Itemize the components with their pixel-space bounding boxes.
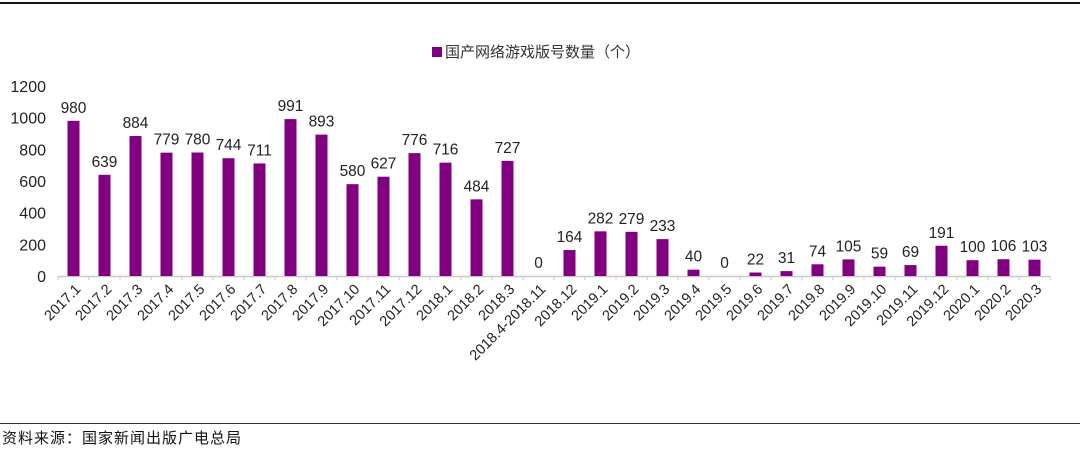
bar — [656, 239, 669, 276]
bar-value-label: 164 — [557, 229, 583, 246]
top-rule — [0, 2, 1080, 4]
bar — [439, 162, 452, 276]
bar — [129, 136, 142, 276]
bar-value-label: 727 — [495, 140, 521, 157]
y-tick-label: 1200 — [10, 79, 46, 96]
bar-value-label: 980 — [61, 100, 87, 117]
bar — [625, 231, 638, 276]
bar-value-label: 744 — [216, 137, 242, 154]
y-tick-label: 200 — [19, 237, 46, 254]
bar — [67, 120, 80, 276]
bar-value-label: 69 — [902, 244, 919, 261]
bar — [811, 264, 824, 276]
bar — [563, 250, 576, 276]
bar-value-label: 40 — [685, 249, 703, 266]
bar — [842, 259, 855, 276]
bar — [997, 259, 1010, 276]
y-tick-label: 0 — [37, 269, 46, 286]
bar-value-label: 233 — [650, 218, 676, 235]
bar-value-label: 580 — [340, 163, 366, 180]
bar-value-label: 780 — [185, 132, 211, 149]
bar-value-label: 779 — [154, 132, 180, 149]
bar — [222, 158, 235, 276]
bar-value-label: 74 — [809, 243, 827, 260]
bar-chart: 0200400600800100012009802017.16392017.28… — [10, 79, 1051, 364]
bar-value-label: 893 — [309, 114, 335, 131]
bar — [253, 163, 266, 276]
legend-label: 国产网络游戏版号数量（个） — [445, 43, 641, 61]
bar-value-label: 484 — [464, 178, 490, 195]
bar-value-label: 103 — [1022, 239, 1048, 256]
bar-value-label: 711 — [247, 142, 272, 159]
bar-value-label: 106 — [991, 238, 1017, 255]
y-tick-label: 1000 — [10, 111, 46, 128]
bar-value-label: 105 — [836, 238, 862, 255]
bar-value-label: 884 — [123, 115, 149, 132]
bar — [935, 245, 948, 276]
legend-swatch — [432, 46, 442, 57]
bar — [284, 119, 297, 276]
bar — [904, 265, 917, 276]
bar — [873, 266, 886, 276]
y-tick-label: 600 — [19, 174, 46, 191]
bar — [408, 153, 421, 276]
bar-value-label: 0 — [534, 255, 543, 272]
bar — [377, 176, 390, 276]
bar-value-label: 776 — [402, 132, 428, 149]
bar-value-label: 59 — [871, 246, 888, 263]
y-tick-label: 400 — [19, 206, 46, 223]
bar-value-label: 100 — [960, 239, 986, 256]
bar — [1028, 259, 1041, 276]
bar-value-label: 716 — [433, 142, 459, 159]
bar-value-label: 0 — [720, 255, 729, 272]
bar-value-label: 22 — [747, 252, 764, 269]
bar-value-label: 639 — [92, 154, 118, 171]
bar — [160, 152, 173, 276]
bar-value-label: 627 — [371, 156, 397, 173]
bar-value-label: 279 — [619, 211, 645, 228]
bar — [780, 271, 793, 276]
bar — [501, 160, 514, 276]
source-note: 资料来源：国家新闻出版广电总局 — [2, 429, 243, 447]
bar — [98, 174, 111, 276]
bar — [594, 231, 607, 276]
bar — [191, 152, 204, 276]
bottom-rule — [0, 423, 1080, 424]
bar — [749, 272, 762, 276]
bar-value-label: 282 — [588, 210, 614, 227]
chart-legend: 国产网络游戏版号数量（个） — [432, 41, 640, 62]
bar — [966, 260, 979, 276]
bar-value-label: 191 — [929, 225, 955, 242]
bar-value-label: 31 — [778, 250, 795, 267]
bar — [687, 269, 700, 276]
y-tick-label: 800 — [19, 142, 46, 159]
bar — [346, 184, 359, 276]
bar — [470, 199, 483, 276]
bar — [315, 134, 328, 276]
bar-value-label: 991 — [278, 98, 304, 115]
